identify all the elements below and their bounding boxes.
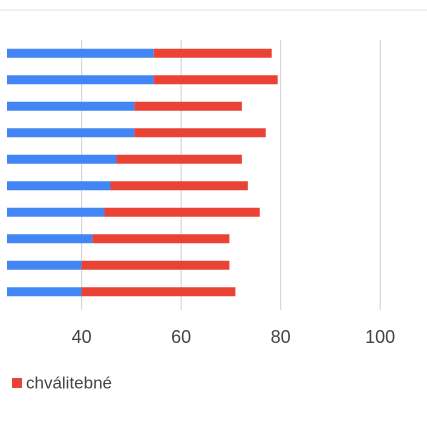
bar-segment — [92, 234, 230, 244]
bars — [7, 48, 278, 297]
bar-segment — [7, 287, 82, 297]
bar-segment — [153, 75, 278, 85]
x-tick-label: 60 — [171, 327, 191, 347]
bar-segment — [116, 154, 242, 164]
bar-segment — [110, 181, 248, 191]
bar-segment — [81, 287, 236, 297]
labels: 40 60 80 100 chválitebné — [12, 327, 395, 392]
bar-segment — [134, 128, 266, 138]
x-tick-label: 100 — [365, 327, 395, 347]
legend-label: chválitebné — [26, 373, 112, 392]
bar-segment — [7, 48, 154, 58]
x-tick-label: 40 — [72, 327, 92, 347]
bar-segment — [7, 75, 154, 85]
bar-segment — [7, 260, 82, 270]
bar-segment — [104, 207, 260, 217]
bar-segment — [153, 48, 272, 58]
bar-segment — [134, 101, 242, 111]
bar-segment — [7, 207, 105, 217]
bar-segment — [81, 260, 230, 270]
bar-segment — [7, 154, 117, 164]
bar-segment — [7, 234, 93, 244]
legend-swatch — [12, 378, 22, 388]
x-tick-label: 80 — [271, 327, 291, 347]
bar-segment — [7, 128, 135, 138]
bar-segment — [7, 101, 135, 111]
bar-segment — [7, 181, 111, 191]
